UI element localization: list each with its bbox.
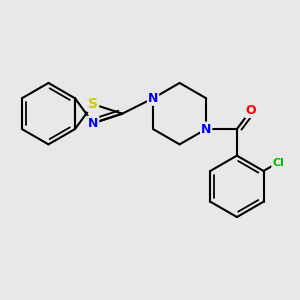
Text: N: N: [148, 92, 158, 105]
Text: O: O: [245, 104, 256, 117]
Text: S: S: [88, 97, 98, 111]
Text: N: N: [201, 122, 211, 136]
Text: Cl: Cl: [272, 158, 284, 167]
Text: N: N: [88, 117, 98, 130]
